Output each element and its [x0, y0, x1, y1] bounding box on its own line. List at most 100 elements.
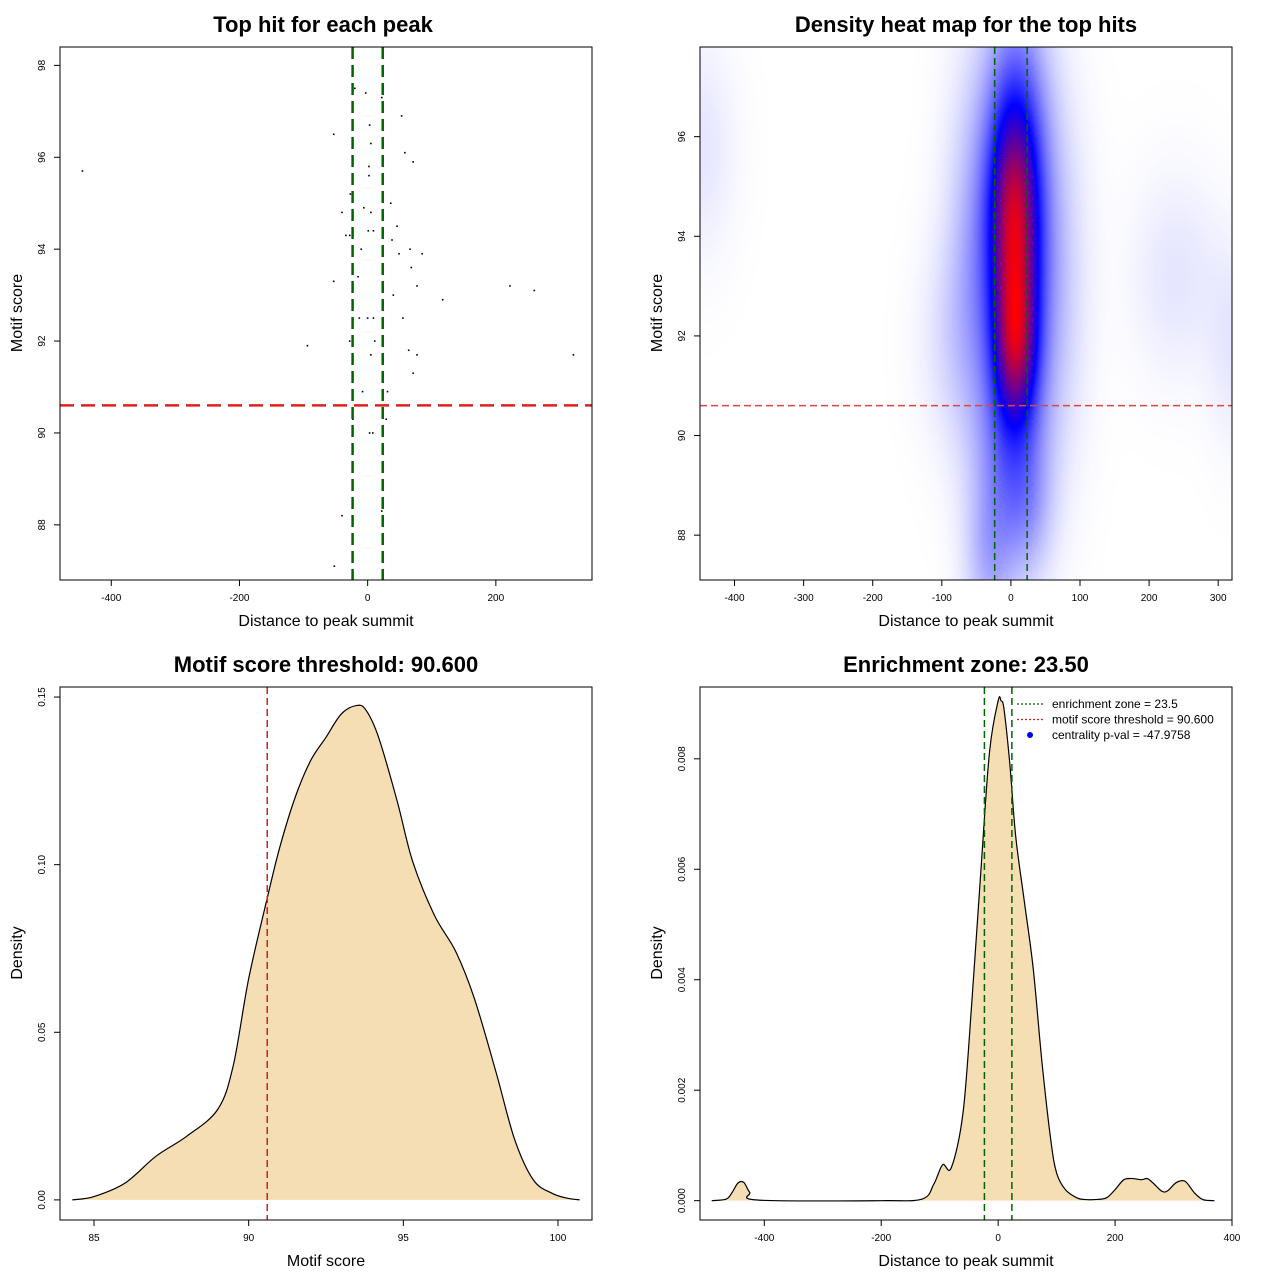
heatmap-x-tick-label: 200: [1141, 593, 1158, 604]
scatter-point: [398, 252, 400, 255]
distance-density-x-tick-label: 0: [995, 1233, 1001, 1244]
distance-density-x-tick-label: 200: [1107, 1233, 1124, 1244]
scatter-point: [348, 234, 351, 237]
heatmap-y-tick-label: 92: [677, 330, 688, 342]
distance-density-density-curve: [711, 696, 1215, 1202]
scatter-point: [358, 317, 361, 319]
distance-density-y-label: Density: [649, 926, 666, 979]
score-density-title: Motif score threshold: 90.600: [174, 652, 478, 677]
heatmap-density-image: [700, 47, 1232, 580]
scatter-x-tick-label: -200: [229, 593, 249, 604]
scatter-point: [392, 294, 395, 296]
scatter-point: [332, 133, 335, 136]
scatter-x-tick-label: -400: [101, 593, 121, 604]
score-density-y-tick-label: 0.10: [37, 854, 48, 874]
scatter-point: [366, 317, 369, 319]
scatter-point: [349, 193, 352, 195]
scatter-point: [416, 354, 418, 356]
scatter-point: [354, 87, 356, 90]
scatter-point: [373, 340, 376, 342]
score-density-y-tick-label: 0.05: [37, 1022, 48, 1042]
scatter-point: [572, 354, 575, 356]
scatter-point: [81, 170, 84, 172]
scatter-point: [333, 565, 336, 568]
scatter-y-tick-label: 98: [37, 59, 48, 71]
distance-density-plot-frame: [699, 686, 1233, 1221]
scatter-point: [364, 92, 367, 94]
score-density-panel: Motif score threshold: 90.600 Motif scor…: [9, 652, 593, 1270]
scatter-point: [348, 340, 351, 342]
scatter-x-label: Distance to peak summit: [238, 613, 414, 630]
scatter-point: [341, 514, 343, 517]
distance-density-y-tick-label: 0.006: [677, 856, 688, 881]
legend-label: centrality p-val = -47.9758: [1052, 728, 1191, 742]
scatter-point: [370, 142, 372, 145]
scatter-point: [341, 211, 343, 214]
scatter-point: [370, 354, 372, 356]
scatter-y-tick-label: 92: [37, 335, 48, 347]
heatmap-y-label: Motif score: [649, 274, 666, 352]
distance-density-x-tick-label: -400: [754, 1233, 774, 1244]
heatmap-x-tick-label: -400: [725, 593, 745, 604]
scatter-point: [361, 390, 364, 393]
scatter-point: [368, 432, 371, 434]
score-density-y-tick-label: 0.00: [37, 1190, 48, 1210]
scatter-point: [368, 174, 370, 177]
distance-density-x-tick-label: 400: [1224, 1233, 1241, 1244]
distance-density-y-tick-label: 0.008: [677, 746, 688, 771]
scatter-y-tick-label: 94: [37, 243, 48, 255]
score-density-plot-frame: [59, 686, 593, 1221]
scatter-point: [370, 211, 372, 214]
scatter-point: [363, 207, 365, 209]
scatter-point: [380, 96, 383, 99]
score-density-y-tick-label: 0.15: [37, 687, 48, 707]
scatter-point: [368, 165, 370, 168]
heatmap-x-tick-label: -300: [794, 593, 814, 604]
scatter-point: [410, 266, 413, 269]
scatter-point: [372, 229, 375, 232]
scatter-point: [402, 317, 404, 319]
scatter-point: [332, 280, 335, 283]
heatmap-panel: Density heat map for the top hits Distan…: [649, 12, 1233, 630]
scatter-point: [371, 432, 374, 434]
score-density-x-tick-label: 95: [398, 1233, 410, 1244]
heatmap-x-tick-label: -200: [863, 593, 883, 604]
scatter-point: [404, 151, 406, 154]
distance-density-x-tick-label: -200: [871, 1233, 891, 1244]
distance-density-y-tick-label: 0.000: [677, 1188, 688, 1213]
scatter-point: [357, 275, 359, 278]
heatmap-x-tick-label: 0: [1008, 593, 1014, 604]
scatter-y-tick-label: 88: [37, 519, 48, 531]
distance-density-y-tick-label: 0.002: [677, 1077, 688, 1102]
heatmap-x-tick-label: 100: [1072, 593, 1089, 604]
legend-label: enrichment zone = 23.5: [1052, 697, 1178, 711]
scatter-plot-frame: [59, 46, 593, 581]
distance-density-title: Enrichment zone: 23.50: [843, 652, 1089, 677]
score-density-y-label: Density: [9, 926, 26, 979]
score-density-x-tick-label: 100: [550, 1233, 567, 1244]
legend-label: motif score threshold = 90.600: [1052, 713, 1214, 727]
scatter-point: [509, 285, 511, 287]
heatmap-y-tick-label: 94: [677, 230, 688, 242]
heatmap-x-tick-label: -100: [932, 593, 952, 604]
heatmap-plot-frame: [699, 46, 1233, 581]
scatter-point: [345, 234, 347, 237]
distance-density-y-tick-label: 0.004: [677, 967, 688, 992]
scatter-panel: Top hit for each peak Distance to peak s…: [9, 12, 593, 630]
heatmap-title: Density heat map for the top hits: [795, 12, 1137, 37]
scatter-point: [306, 344, 309, 347]
heatmap-y-tick-label: 88: [677, 529, 688, 541]
scatter-point: [385, 418, 388, 420]
scatter-point: [412, 372, 414, 375]
scatter-point: [386, 390, 389, 393]
scatter-point: [360, 248, 363, 250]
heatmap-y-tick-label: 90: [677, 430, 688, 442]
scatter-point: [380, 510, 383, 512]
scatter-point: [352, 418, 354, 420]
legend-swatch-point: [1027, 732, 1033, 738]
scatter-point: [400, 115, 403, 117]
distance-density-x-label: Distance to peak summit: [878, 1253, 1054, 1270]
scatter-y-tick-label: 96: [37, 151, 48, 163]
scatter-point: [389, 202, 392, 205]
